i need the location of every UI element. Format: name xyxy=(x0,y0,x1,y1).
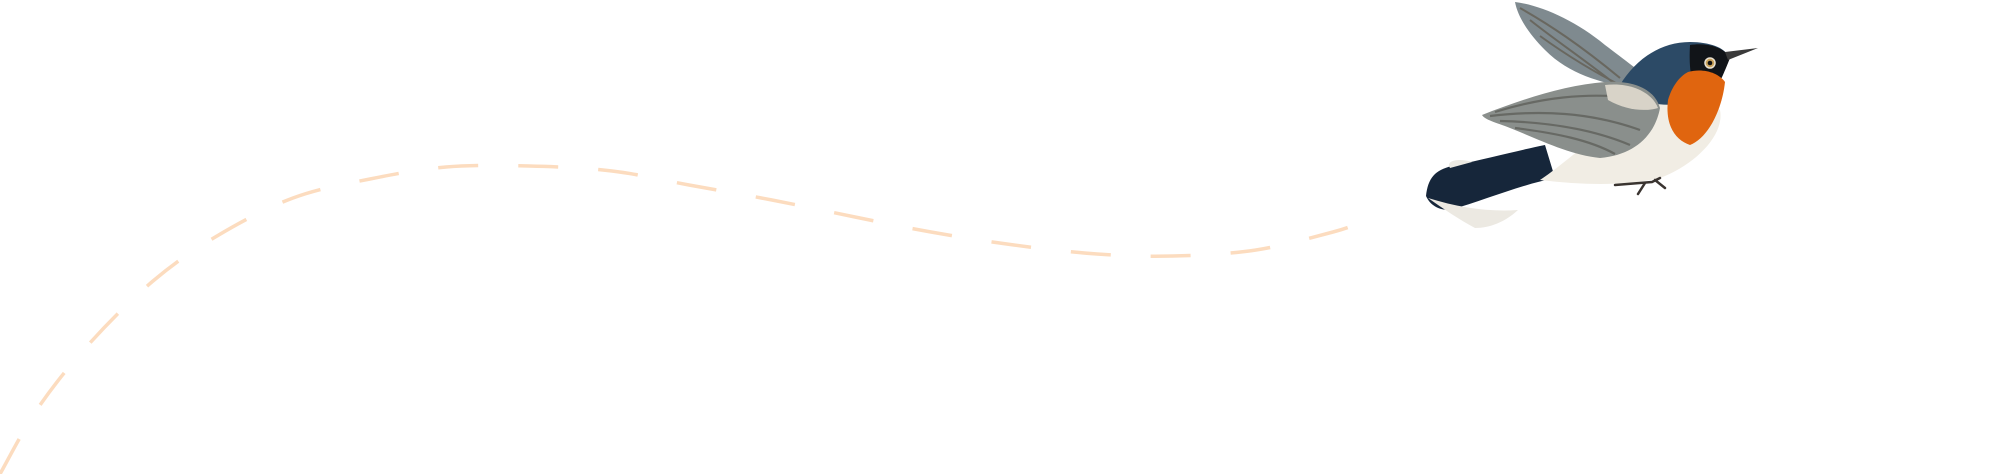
bird-feet xyxy=(1613,176,1667,196)
bird-illustration xyxy=(1426,2,1758,228)
bird-far-wing xyxy=(1515,2,1652,88)
bird-beak xyxy=(1725,48,1758,60)
bird-breast xyxy=(1667,70,1725,145)
dashed-flight-path xyxy=(0,163,1363,474)
bird-tail xyxy=(1426,145,1555,210)
bird-tail-tip xyxy=(1428,198,1518,228)
